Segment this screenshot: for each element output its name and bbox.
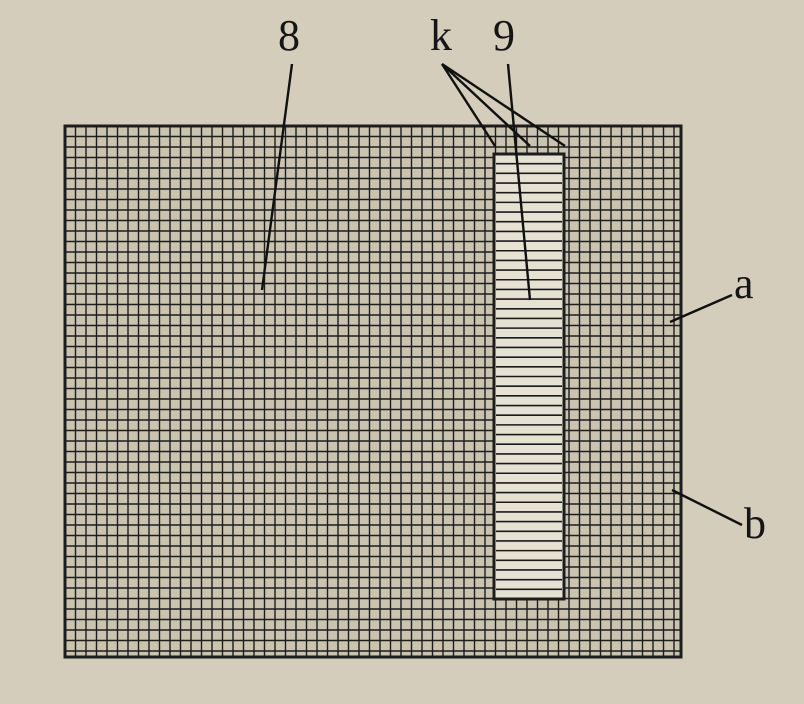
figure-stage: 8 k 9 a b [0, 0, 804, 704]
callout-label-k: k [430, 10, 452, 61]
callout-label-9: 9 [493, 10, 515, 61]
callout-label-8: 8 [278, 10, 300, 61]
callout-label-b: b [744, 498, 766, 549]
figure-svg [0, 0, 804, 704]
callout-label-a: a [734, 258, 754, 309]
